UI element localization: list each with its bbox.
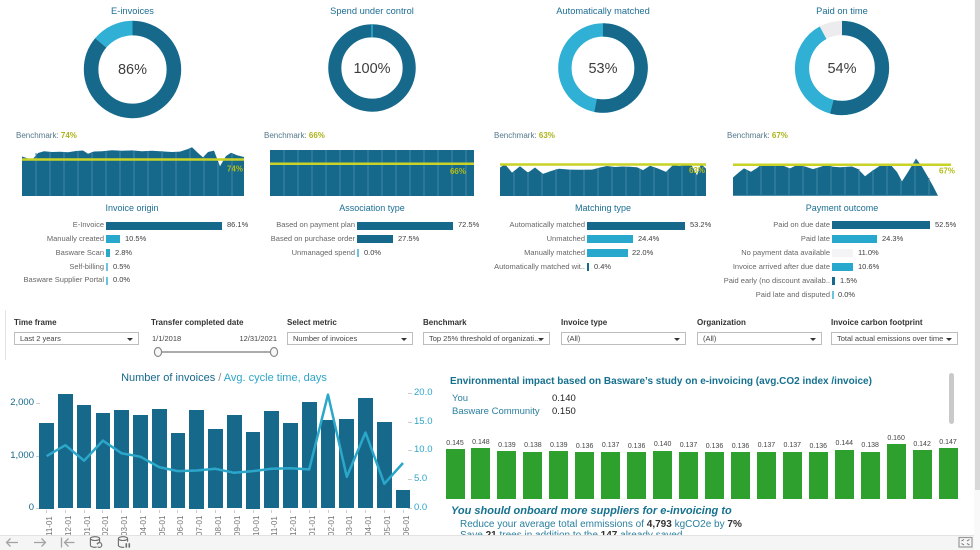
- svg-text:63%: 63%: [689, 166, 705, 175]
- svg-text:74%: 74%: [227, 165, 243, 174]
- svg-text:66%: 66%: [450, 167, 466, 176]
- svg-text:67%: 67%: [939, 167, 955, 176]
